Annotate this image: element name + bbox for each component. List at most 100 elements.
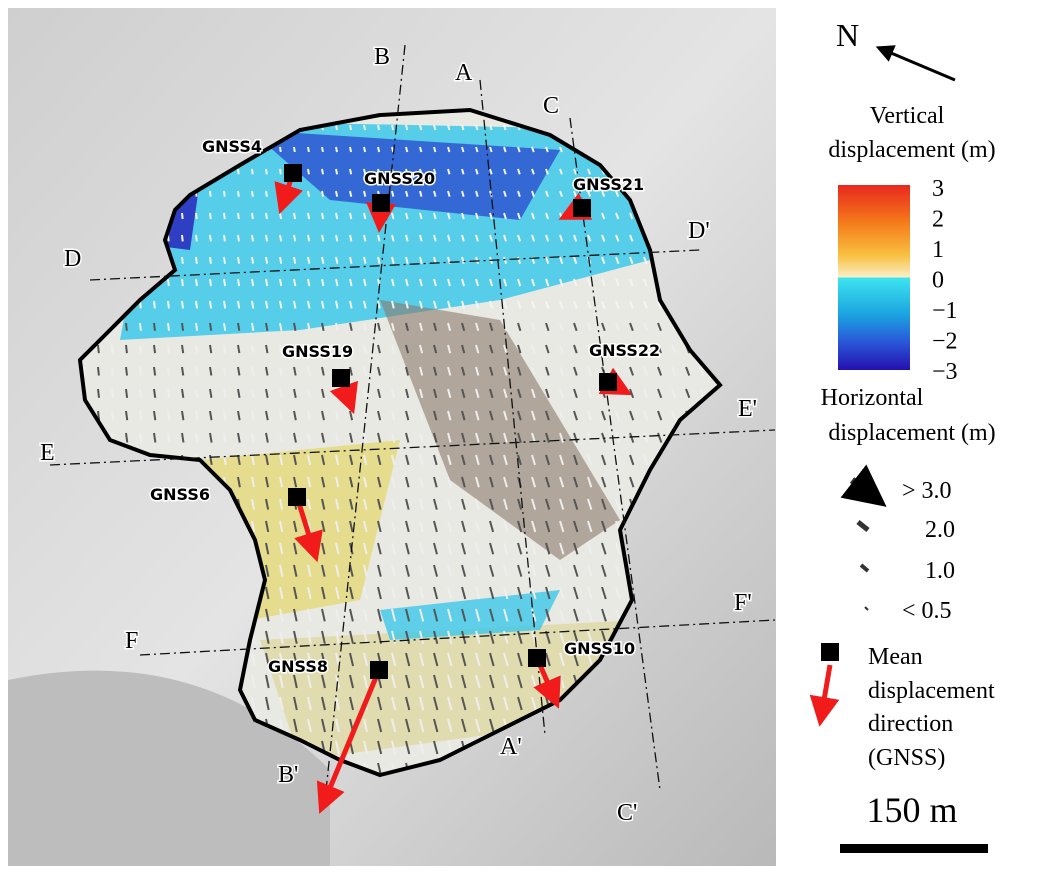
displacement-vector (489, 212, 493, 220)
displacement-vector (433, 674, 439, 689)
displacement-vector (587, 322, 592, 332)
displacement-vector (531, 564, 537, 577)
displacement-vector (657, 388, 663, 399)
displacement-vector (587, 498, 593, 510)
displacement-vector (447, 190, 451, 197)
displacement-vector (489, 278, 494, 287)
displacement-vector (419, 454, 424, 466)
displacement-vector (279, 674, 284, 689)
displacement-vector (391, 542, 396, 555)
displacement-vector (573, 344, 578, 354)
scale-label: 150 m (866, 790, 957, 830)
displacement-vector (195, 344, 199, 354)
displacement-vector (573, 168, 577, 175)
displacement-vector (517, 432, 522, 443)
displacement-vector (363, 168, 367, 175)
displacement-vector (237, 410, 241, 421)
displacement-vector (363, 300, 367, 309)
displacement-vector (461, 564, 467, 577)
displacement-vector (433, 410, 438, 421)
displacement-vector (419, 190, 423, 197)
displacement-vector (489, 630, 495, 644)
displacement-vector (335, 190, 339, 197)
displacement-vector (125, 344, 128, 354)
displacement-vector (307, 366, 311, 376)
displacement-vector (321, 608, 326, 622)
displacement-vector (643, 278, 648, 287)
gnss-stations: GNSS4 GNSS20 GNSS21 GNSS19 GNSS22 GNSS6 GNSS8 G… (149, 136, 662, 814)
displacement-vector (461, 718, 467, 733)
displacement-vector (433, 146, 437, 153)
profile-label: E (40, 440, 55, 466)
displacement-vector (419, 608, 425, 622)
displacement-vector (461, 498, 466, 510)
profile-lines (49, 44, 776, 801)
displacement-vector (363, 674, 369, 689)
gnss-label: GNSS21 (573, 175, 644, 194)
displacement-vector (223, 322, 227, 331)
displacement-vector (293, 234, 297, 242)
valley (8, 670, 330, 866)
displacement-vector (489, 520, 495, 533)
displacement-vector (377, 388, 382, 399)
displacement-vector (363, 212, 367, 220)
displacement-vector (335, 432, 340, 443)
displacement-vector (377, 520, 382, 533)
displacement-vector (489, 300, 494, 309)
gnss-label: GNSS20 (364, 169, 435, 188)
displacement-vector (433, 344, 438, 354)
displacement-vector (587, 410, 592, 421)
displacement-vector (349, 498, 354, 510)
displacement-vector (237, 300, 241, 309)
displacement-vector (391, 652, 397, 667)
displacement-vector (545, 256, 550, 265)
displacement-vector (377, 124, 381, 131)
profile-label: D' (688, 218, 710, 244)
displacement-vector (279, 168, 282, 175)
displacement-vector (559, 168, 563, 175)
displacement-vector (251, 322, 255, 331)
displacement-vector (251, 674, 256, 689)
displacement-vector (489, 476, 494, 488)
displacement-vector (349, 300, 353, 309)
displacement-vector (251, 696, 256, 711)
displacement-vector (195, 410, 199, 421)
displacement-vector (335, 718, 340, 733)
displacement-vector (447, 388, 452, 399)
displacement-vector (391, 564, 396, 577)
displacement-vector (657, 300, 662, 309)
displacement-vector (587, 476, 593, 488)
displacement-vector (447, 366, 452, 376)
displacement-vector (475, 586, 481, 600)
displacement-vector (153, 432, 157, 443)
displacement-vector (251, 234, 254, 242)
displacement-vector (363, 454, 368, 466)
displacement-vector (237, 322, 241, 331)
displacement-vector (489, 432, 494, 443)
displacement-vector (559, 542, 565, 555)
displacement-vector (321, 652, 326, 667)
displacement-vector (489, 608, 495, 622)
displacement-vector (335, 740, 340, 755)
displacement-vector (573, 432, 579, 443)
displacement-vector (419, 278, 423, 287)
displacement-vector (671, 344, 677, 354)
displacement-vector (279, 344, 283, 354)
displacement-vector (377, 740, 383, 755)
displacement-vector (279, 520, 284, 533)
displacement-vector (377, 454, 382, 466)
displacement-vector (405, 190, 409, 197)
displacement-vector (447, 674, 453, 689)
displacement-vector (363, 344, 367, 354)
displacement-vector (531, 432, 536, 443)
displacement-vector (265, 410, 269, 421)
displacement-vector (349, 454, 354, 466)
displacement-vector (475, 300, 480, 309)
gnss-station (573, 199, 591, 217)
displacement-vector (279, 476, 284, 488)
displacement-vector (475, 542, 481, 555)
displacement-vector (391, 234, 395, 242)
displacement-vector (601, 322, 606, 332)
displacement-vector (475, 168, 479, 175)
